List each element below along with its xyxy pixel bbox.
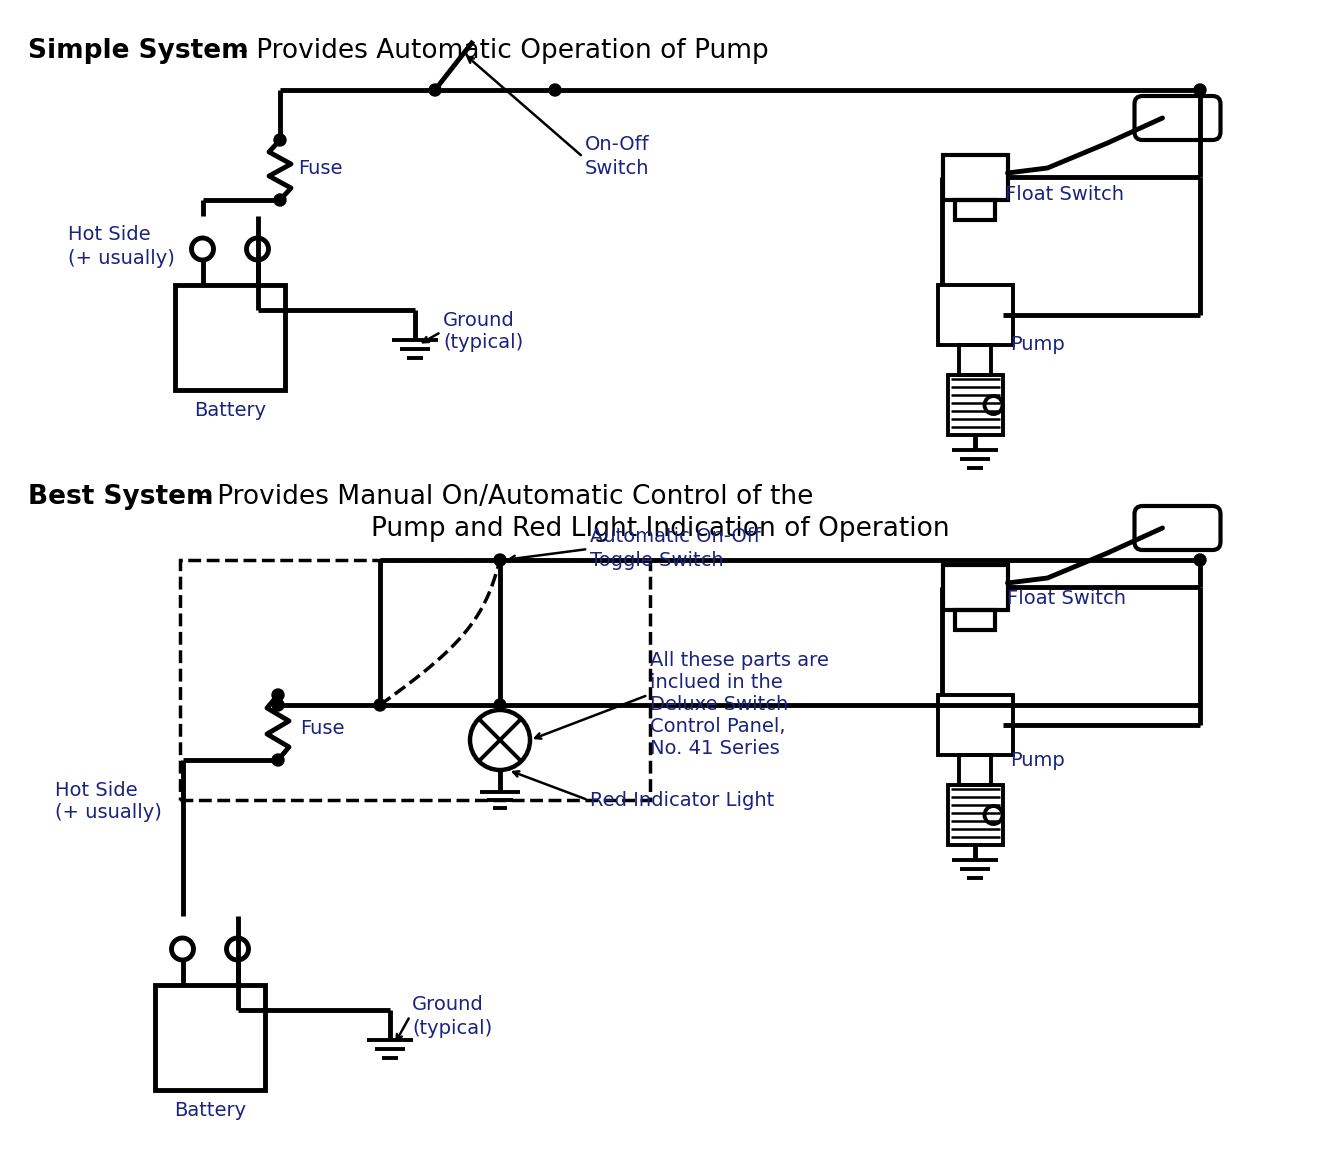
Text: Float Switch: Float Switch (1005, 185, 1124, 205)
Circle shape (549, 84, 561, 96)
Circle shape (272, 699, 284, 711)
Bar (947, 375, 1002, 434)
Text: inclued in the: inclued in the (650, 672, 782, 692)
Bar (156, 985, 265, 1090)
Text: (+ usually): (+ usually) (69, 248, 175, 267)
Bar (955, 610, 995, 630)
Text: (typical): (typical) (412, 1019, 492, 1038)
Text: Ground: Ground (443, 310, 514, 329)
Text: Ground: Ground (412, 995, 484, 1014)
Text: Control Panel,: Control Panel, (650, 717, 786, 735)
Bar (943, 155, 1008, 200)
Text: Pump: Pump (1010, 336, 1064, 355)
Circle shape (495, 699, 506, 711)
Bar (947, 785, 1002, 845)
Text: Hot Side: Hot Side (55, 781, 137, 800)
Text: (+ usually): (+ usually) (55, 803, 162, 822)
Text: (typical): (typical) (443, 334, 524, 352)
Circle shape (272, 754, 284, 766)
Text: Simple System: Simple System (28, 37, 248, 64)
Circle shape (1194, 554, 1206, 566)
Text: Switch: Switch (586, 158, 649, 178)
Text: - Provides Manual On/Automatic Control of the: - Provides Manual On/Automatic Control o… (191, 484, 814, 511)
Text: Red Indicator Light: Red Indicator Light (590, 790, 774, 809)
Text: Toggle Switch: Toggle Switch (590, 550, 724, 569)
Text: Pump and Red LIght Indication of Operation: Pump and Red LIght Indication of Operati… (371, 516, 950, 542)
Bar (938, 285, 1013, 345)
Text: Fuse: Fuse (299, 719, 344, 738)
Text: Automatic On-Off: Automatic On-Off (590, 527, 761, 547)
Text: Deluxe Switch: Deluxe Switch (650, 694, 789, 713)
Text: Battery: Battery (174, 1101, 247, 1119)
Circle shape (495, 554, 506, 566)
Bar (938, 696, 1013, 755)
Text: All these parts are: All these parts are (650, 651, 828, 670)
Text: On-Off: On-Off (586, 136, 650, 155)
Bar (943, 564, 1008, 610)
Text: No. 41 Series: No. 41 Series (650, 739, 780, 758)
Circle shape (429, 84, 441, 96)
Bar (959, 755, 991, 785)
Text: Best System: Best System (28, 484, 214, 511)
Bar (179, 560, 650, 800)
Text: - Provides Automatic Operation of Pump: - Provides Automatic Operation of Pump (230, 37, 769, 64)
Bar (955, 200, 995, 220)
Circle shape (1194, 84, 1206, 96)
Text: Float Switch: Float Switch (1006, 589, 1126, 608)
Circle shape (274, 133, 286, 146)
Text: Fuse: Fuse (298, 158, 343, 178)
Text: Hot Side: Hot Side (69, 226, 150, 245)
Circle shape (274, 194, 286, 206)
Text: Pump: Pump (1010, 751, 1064, 769)
Bar (959, 345, 991, 375)
Circle shape (375, 699, 386, 711)
Circle shape (272, 689, 284, 701)
Bar (175, 285, 285, 390)
Text: Battery: Battery (194, 400, 266, 419)
